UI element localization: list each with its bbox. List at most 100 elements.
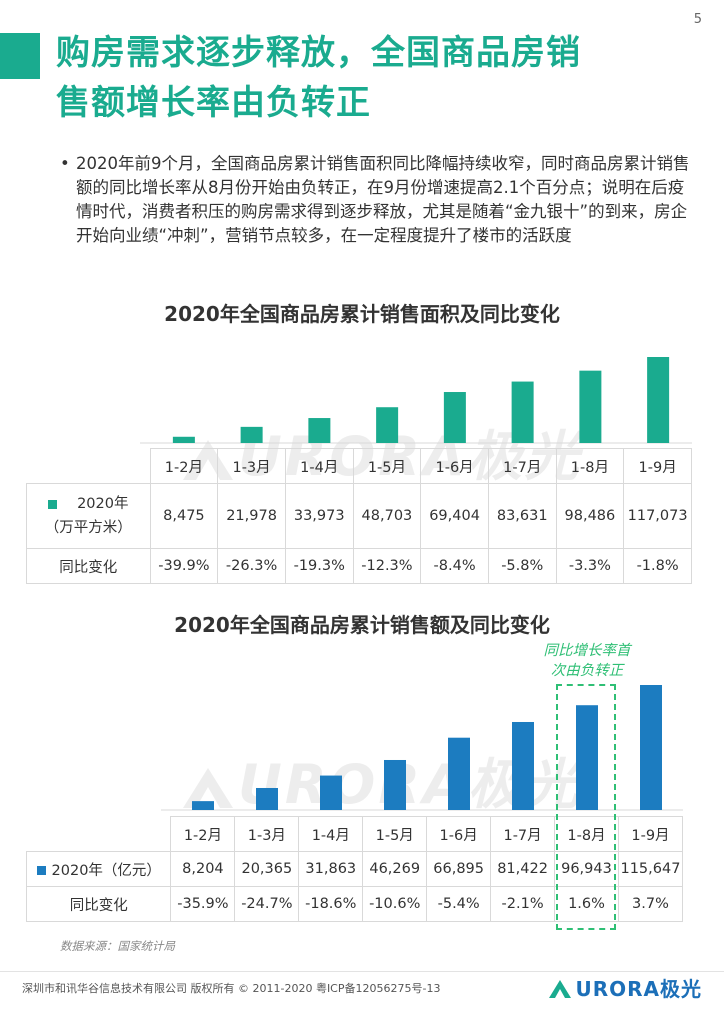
data-source: 数据来源：国家统计局 — [60, 939, 175, 953]
brand-logo: URORA极光 — [548, 973, 702, 1002]
yoy-cell: -19.3% — [284, 548, 354, 584]
series-label-cell: 2020年 （万平方米） — [26, 483, 151, 549]
bar-1-4月 — [308, 418, 331, 443]
value-cell: 98,486 — [555, 483, 625, 549]
yoy-cell: -26.3% — [217, 548, 286, 584]
yoy-cell: -24.7% — [234, 886, 300, 922]
yoy-cell: -39.9% — [149, 548, 219, 584]
annotation-line-2: 次由负转正 — [550, 663, 624, 679]
footer-copyright: 深圳市和讯华谷信息技术有限公司 版权所有 © 2011-2020 粤ICP备12… — [22, 982, 441, 995]
bar-1-6月 — [443, 392, 466, 443]
value-cell: 8,204 — [170, 851, 236, 887]
bullet-marker: • — [60, 154, 70, 173]
title-line-2: 售额增长率由负转正 — [56, 83, 371, 123]
value-cell: 115,647 — [617, 851, 684, 887]
category-cell: 1-9月 — [617, 816, 684, 852]
value-cell: 81,422 — [490, 851, 556, 887]
bar-1-8月 — [576, 705, 598, 810]
category-cell: 1-6月 — [426, 816, 492, 852]
yoy-cell: -35.9% — [170, 886, 236, 922]
summary-text: 2020年前9个月，全国商品房累计销售面积同比降幅持续收窄，同时商品房累计销售额… — [76, 154, 690, 245]
category-cell: 1-8月 — [554, 816, 619, 852]
yoy-cell: 1.6% — [554, 886, 619, 922]
sales-data-table: 1-2月 1-3月 1-4月 1-5月 1-6月 1-7月 1-8月 1-9月 … — [25, 816, 684, 922]
area-data-table: 1-2月 1-3月 1-4月 1-5月 1-6月 1-7月 1-8月 1-9月 … — [26, 448, 692, 584]
area-chart-title: 2020年全国商品房累计销售面积及同比变化 — [164, 302, 560, 326]
value-cell: 96,943 — [554, 851, 619, 887]
legend-swatch — [36, 866, 46, 875]
category-cell: 1-4月 — [284, 448, 354, 484]
bar-1-5月 — [376, 407, 399, 443]
category-cell: 1-5月 — [352, 448, 422, 484]
bar-1-4月 — [320, 775, 342, 810]
table-row: 2020年（亿元） 8,204 20,365 31,863 46,269 66,… — [25, 851, 684, 887]
category-cell: 1-2月 — [149, 448, 219, 484]
aurora-logo-icon — [549, 980, 572, 998]
yoy-cell: 3.7% — [617, 886, 684, 922]
series-label-cell: 2020年（亿元） — [25, 851, 172, 887]
series-label-line2: （万平方米） — [44, 520, 132, 536]
category-cell: 1-3月 — [217, 448, 286, 484]
category-cell: 1-3月 — [234, 816, 300, 852]
annotation-callout: 同比增长率首 次由负转正 — [520, 641, 654, 681]
highlight-dashed-box — [556, 684, 616, 930]
yoy-cell: -12.3% — [352, 548, 422, 584]
legend-swatch — [48, 499, 58, 509]
yoy-cell: -10.6% — [362, 886, 428, 922]
table-row: 同比变化 -39.9% -26.3% -19.3% -12.3% -8.4% -… — [26, 548, 692, 584]
value-cell: 31,863 — [298, 851, 364, 887]
value-cell: 46,269 — [362, 851, 428, 887]
value-cell: 117,073 — [623, 483, 692, 549]
table-row: 1-2月 1-3月 1-4月 1-5月 1-6月 1-7月 1-8月 1-9月 — [27, 448, 692, 484]
bar-1-9月 — [647, 357, 670, 443]
bar-1-3月 — [256, 787, 278, 810]
category-cell: 1-2月 — [170, 816, 236, 852]
series-label-line1: 2020年 — [77, 496, 129, 512]
value-cell: 66,895 — [426, 851, 492, 887]
footer-divider — [0, 971, 724, 972]
bar-1-9月 — [640, 685, 662, 810]
category-cell: 1-7月 — [490, 816, 556, 852]
table-row: 1-2月 1-3月 1-4月 1-5月 1-6月 1-7月 1-8月 1-9月 — [27, 816, 684, 852]
watermark-logo-icon — [183, 768, 233, 809]
value-cell: 8,475 — [149, 483, 219, 549]
value-cell: 69,404 — [420, 483, 489, 549]
yoy-cell: -3.3% — [555, 548, 625, 584]
sales-chart-title: 2020年全国商品房累计销售额及同比变化 — [174, 613, 550, 637]
sales-bar-chart — [161, 685, 683, 811]
page-number: 5 — [693, 12, 702, 27]
summary-bullet: • 2020年前9个月，全国商品房累计销售面积同比降幅持续收窄，同时商品房累计销… — [60, 152, 690, 248]
area-bar-chart — [140, 357, 692, 444]
value-cell: 48,703 — [352, 483, 422, 549]
title-accent-bar — [0, 33, 40, 79]
bar-1-3月 — [240, 426, 263, 443]
value-cell: 20,365 — [234, 851, 300, 887]
brand-text: URORA极光 — [575, 977, 702, 1001]
bar-1-2月 — [192, 801, 214, 810]
bar-1-2月 — [172, 436, 195, 443]
bar-1-7月 — [511, 381, 534, 443]
bar-1-5月 — [384, 759, 406, 810]
category-cell: 1-9月 — [623, 448, 692, 484]
yoy-cell: -1.8% — [623, 548, 692, 584]
bar-1-7月 — [512, 721, 534, 810]
yoy-cell: -8.4% — [420, 548, 489, 584]
category-cell: 1-7月 — [487, 448, 557, 484]
yoy-cell: -5.4% — [426, 886, 492, 922]
category-cell: 1-6月 — [420, 448, 489, 484]
title-line-1: 购房需求逐步释放，全国商品房销 — [56, 33, 581, 73]
yoy-label-cell: 同比变化 — [25, 886, 172, 922]
table-row: 2020年 （万平方米） 8,475 21,978 33,973 48,703 … — [26, 483, 692, 549]
value-cell: 83,631 — [487, 483, 557, 549]
yoy-cell: -5.8% — [487, 548, 557, 584]
yoy-cell: -18.6% — [298, 886, 364, 922]
annotation-line-1: 同比增长率首 — [543, 643, 631, 659]
category-cell: 1-8月 — [555, 448, 625, 484]
category-cell: 1-5月 — [362, 816, 428, 852]
bar-1-6月 — [448, 737, 470, 810]
bar-1-8月 — [579, 370, 602, 443]
yoy-label-cell: 同比变化 — [26, 548, 151, 584]
value-cell: 21,978 — [217, 483, 286, 549]
page-title: 购房需求逐步释放，全国商品房销 售额增长率由负转正 — [56, 28, 696, 128]
table-row: 同比变化 -35.9% -24.7% -18.6% -10.6% -5.4% -… — [25, 886, 684, 922]
